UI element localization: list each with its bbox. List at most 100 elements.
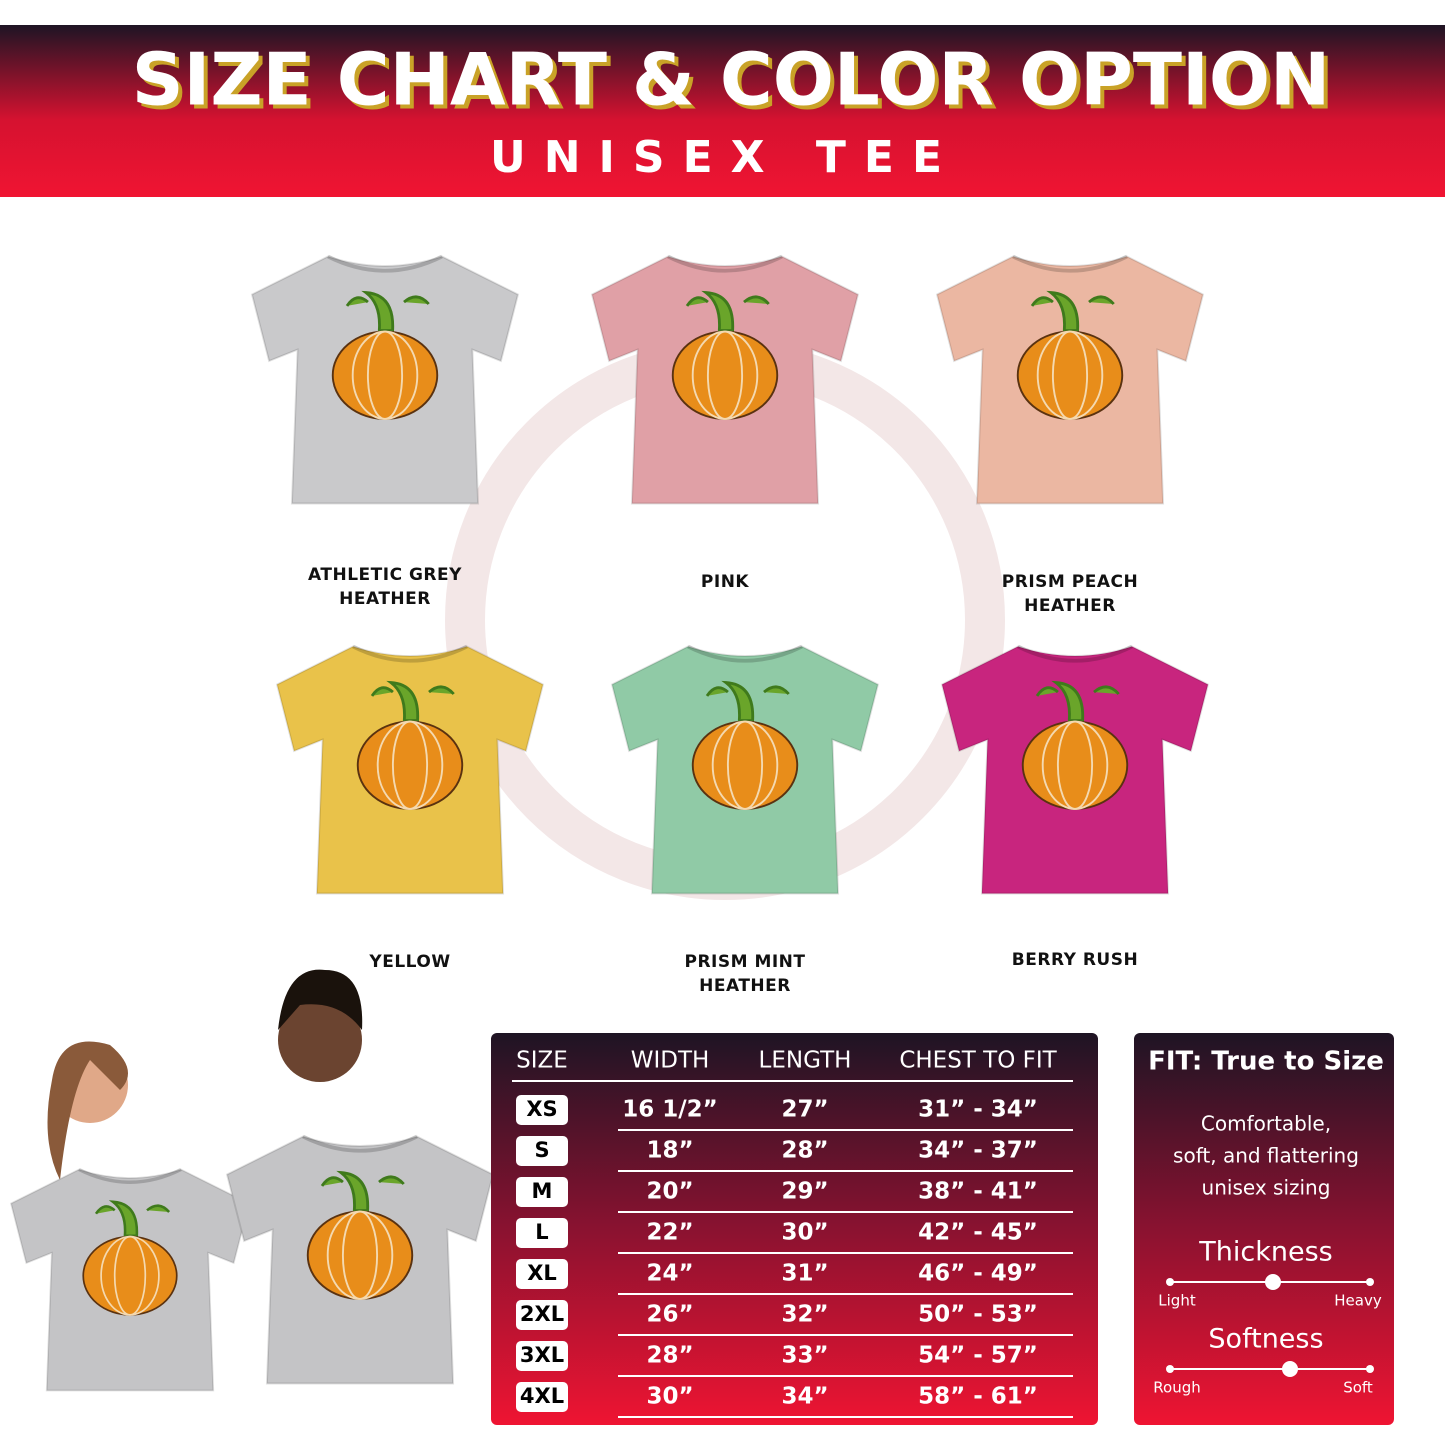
tee-collar xyxy=(352,644,468,663)
slider-low: Rough xyxy=(1153,1379,1200,1397)
table-cell: 30” xyxy=(781,1220,828,1246)
header-band xyxy=(0,25,1445,197)
tee-collar xyxy=(327,254,443,273)
stem xyxy=(705,680,790,723)
pumpkin-rib xyxy=(113,1235,147,1316)
fit-description: Comfortable, xyxy=(1201,1112,1331,1136)
tee xyxy=(610,644,880,895)
pumpkin xyxy=(1016,330,1124,420)
fit-title: FIT: True to Size xyxy=(1148,1047,1384,1077)
slider-knob xyxy=(1282,1361,1298,1377)
size-label: L xyxy=(535,1220,548,1244)
table-cell: 24” xyxy=(646,1261,693,1287)
color-label: ATHLETIC GREY xyxy=(308,565,462,585)
table-cell: 18” xyxy=(646,1138,693,1164)
pumpkin xyxy=(1021,720,1129,810)
pumpkin-rib xyxy=(1056,720,1094,810)
table-cell: 46” - 49” xyxy=(918,1261,1038,1287)
tee-collar xyxy=(1012,254,1128,273)
slider-title: Softness xyxy=(1208,1324,1323,1355)
size-table: SIZE WIDTH LENGTH CHEST TO FIT XS 16 1/2” 27” 3… xyxy=(512,1048,1073,1418)
tee xyxy=(935,254,1205,505)
tee-collar xyxy=(687,644,803,663)
table-cell: 30” xyxy=(646,1384,693,1410)
pumpkin-rib xyxy=(726,720,764,810)
size-label: S xyxy=(534,1138,549,1162)
size-badge xyxy=(516,1218,568,1248)
fit-info: FIT: True to Size Comfortable, soft, and f… xyxy=(1148,1047,1384,1397)
slider-low: Light xyxy=(1158,1292,1196,1310)
table-cell: 33” xyxy=(781,1343,828,1369)
size-label: XS xyxy=(526,1097,557,1121)
pumpkin xyxy=(671,330,779,420)
size-label: XL xyxy=(527,1261,557,1285)
color-options: ATHLETIC GREY HEATHER PINK PRISM PEACH HEATH… xyxy=(250,254,1210,996)
stem xyxy=(370,680,455,723)
pumpkin-rib xyxy=(341,1210,379,1300)
fit-description: soft, and flattering xyxy=(1173,1144,1359,1168)
table-cell: 54” - 57” xyxy=(918,1343,1038,1369)
title-shadow: SIZE CHART & COLOR OPTION xyxy=(136,42,1335,126)
size-label: 3XL xyxy=(520,1343,564,1367)
slider-end xyxy=(1366,1365,1374,1373)
table-cell: 26” xyxy=(646,1302,693,1328)
pumpkin xyxy=(306,1210,414,1300)
table-cell: 27” xyxy=(781,1097,828,1123)
table-cell: 31” - 34” xyxy=(918,1097,1038,1123)
table-cell: 50” - 53” xyxy=(918,1302,1038,1328)
size-label: 2XL xyxy=(520,1302,564,1326)
stem xyxy=(1035,680,1120,723)
pumpkin-rib xyxy=(1051,330,1089,420)
tee xyxy=(275,644,545,895)
stem xyxy=(1030,290,1115,333)
table-cell: 34” xyxy=(781,1384,828,1410)
color-label: HEATHER xyxy=(339,589,431,609)
color-label: PRISM MINT xyxy=(684,952,805,972)
table-cell: 22” xyxy=(646,1220,693,1246)
stem xyxy=(320,1170,405,1213)
table-cell: 42” - 45” xyxy=(918,1220,1038,1246)
tee xyxy=(250,254,520,505)
title: SIZE CHART & COLOR OPTION xyxy=(132,38,1331,122)
fit-description: unisex sizing xyxy=(1202,1176,1331,1200)
table-cell: 28” xyxy=(646,1343,693,1369)
size-badge xyxy=(516,1300,568,1330)
slider-title: Thickness xyxy=(1198,1237,1332,1268)
size-badge xyxy=(516,1382,568,1412)
pumpkin-rib xyxy=(391,720,429,810)
tee-collar xyxy=(667,254,783,273)
size-badge xyxy=(516,1095,568,1125)
tee xyxy=(590,254,860,505)
table-cell: 31” xyxy=(781,1261,828,1287)
stem xyxy=(685,290,770,333)
tee-collar xyxy=(78,1167,182,1184)
table-cell: 58” - 61” xyxy=(918,1384,1038,1410)
pumpkin xyxy=(331,330,439,420)
table-cell: 29” xyxy=(781,1179,828,1205)
color-label: HEATHER xyxy=(1024,596,1116,616)
color-label: BERRY RUSH xyxy=(1012,950,1138,970)
table-header: SIZE xyxy=(516,1048,568,1074)
head xyxy=(278,998,362,1082)
size-badge xyxy=(516,1136,568,1166)
tee-collar xyxy=(302,1134,418,1153)
hair xyxy=(278,969,363,1030)
stem xyxy=(94,1200,171,1238)
size-badge xyxy=(516,1177,568,1207)
color-label: HEATHER xyxy=(699,976,791,996)
hair xyxy=(47,1041,128,1180)
slider-knob xyxy=(1265,1274,1281,1290)
tee xyxy=(225,1134,495,1385)
slider-end xyxy=(1166,1278,1174,1286)
table-cell: 28” xyxy=(781,1138,828,1164)
pumpkin xyxy=(356,720,464,810)
table-header: WIDTH xyxy=(631,1048,710,1074)
subtitle: UNISEX TEE xyxy=(490,132,960,183)
color-label: PRISM PEACH xyxy=(1002,572,1138,592)
table-cell: 38” - 41” xyxy=(918,1179,1038,1205)
model-photo xyxy=(10,969,495,1392)
slider-end xyxy=(1366,1278,1374,1286)
size-label: 4XL xyxy=(520,1384,564,1408)
pumpkin xyxy=(82,1235,178,1316)
